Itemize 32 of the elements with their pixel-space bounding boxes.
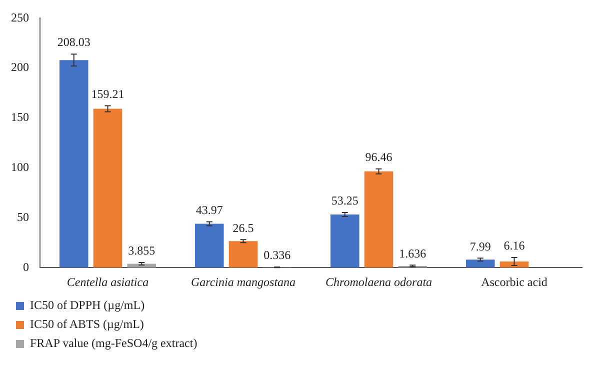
x-tick-label: Ascorbic acid — [481, 274, 548, 289]
bar — [500, 261, 529, 268]
data-label: 159.21 — [91, 86, 124, 101]
bar — [93, 108, 122, 268]
y-tick-label: 250 — [11, 10, 29, 24]
data-label: 3.855 — [128, 244, 156, 258]
y-tick-label: 50 — [17, 210, 29, 224]
bar — [466, 260, 495, 268]
data-label: 53.25 — [331, 194, 358, 208]
bar — [330, 214, 360, 268]
data-label: 6.16 — [504, 238, 525, 253]
bar — [194, 224, 224, 268]
bar — [364, 171, 394, 268]
data-label: 96.46 — [365, 150, 392, 164]
data-label: 43.97 — [196, 202, 223, 217]
x-tick-label: Garcinia mangostana — [190, 274, 296, 289]
y-tick-label: 100 — [11, 160, 29, 174]
data-label: 1.636 — [399, 246, 426, 260]
legend-label: IC50 of ABTS (µg/mL) — [30, 317, 144, 332]
bar — [59, 60, 88, 268]
x-tick-label: Centella asiatica — [66, 274, 149, 289]
legend-label: FRAP value (mg-FeSO4/g extract) — [30, 336, 198, 351]
x-tick-label: Chromolaena odorata — [325, 274, 432, 289]
data-label: 7.99 — [470, 239, 491, 254]
data-label: 26.5 — [232, 220, 254, 235]
legend-label: IC50 of DPPH (µg/mL) — [30, 298, 145, 313]
data-label: 208.03 — [57, 35, 90, 50]
y-tick-label: 150 — [11, 110, 29, 124]
bar — [228, 241, 258, 268]
y-tick-label: 200 — [11, 60, 29, 74]
data-label: 0.336 — [264, 248, 291, 262]
y-tick-label: 0 — [23, 260, 29, 274]
